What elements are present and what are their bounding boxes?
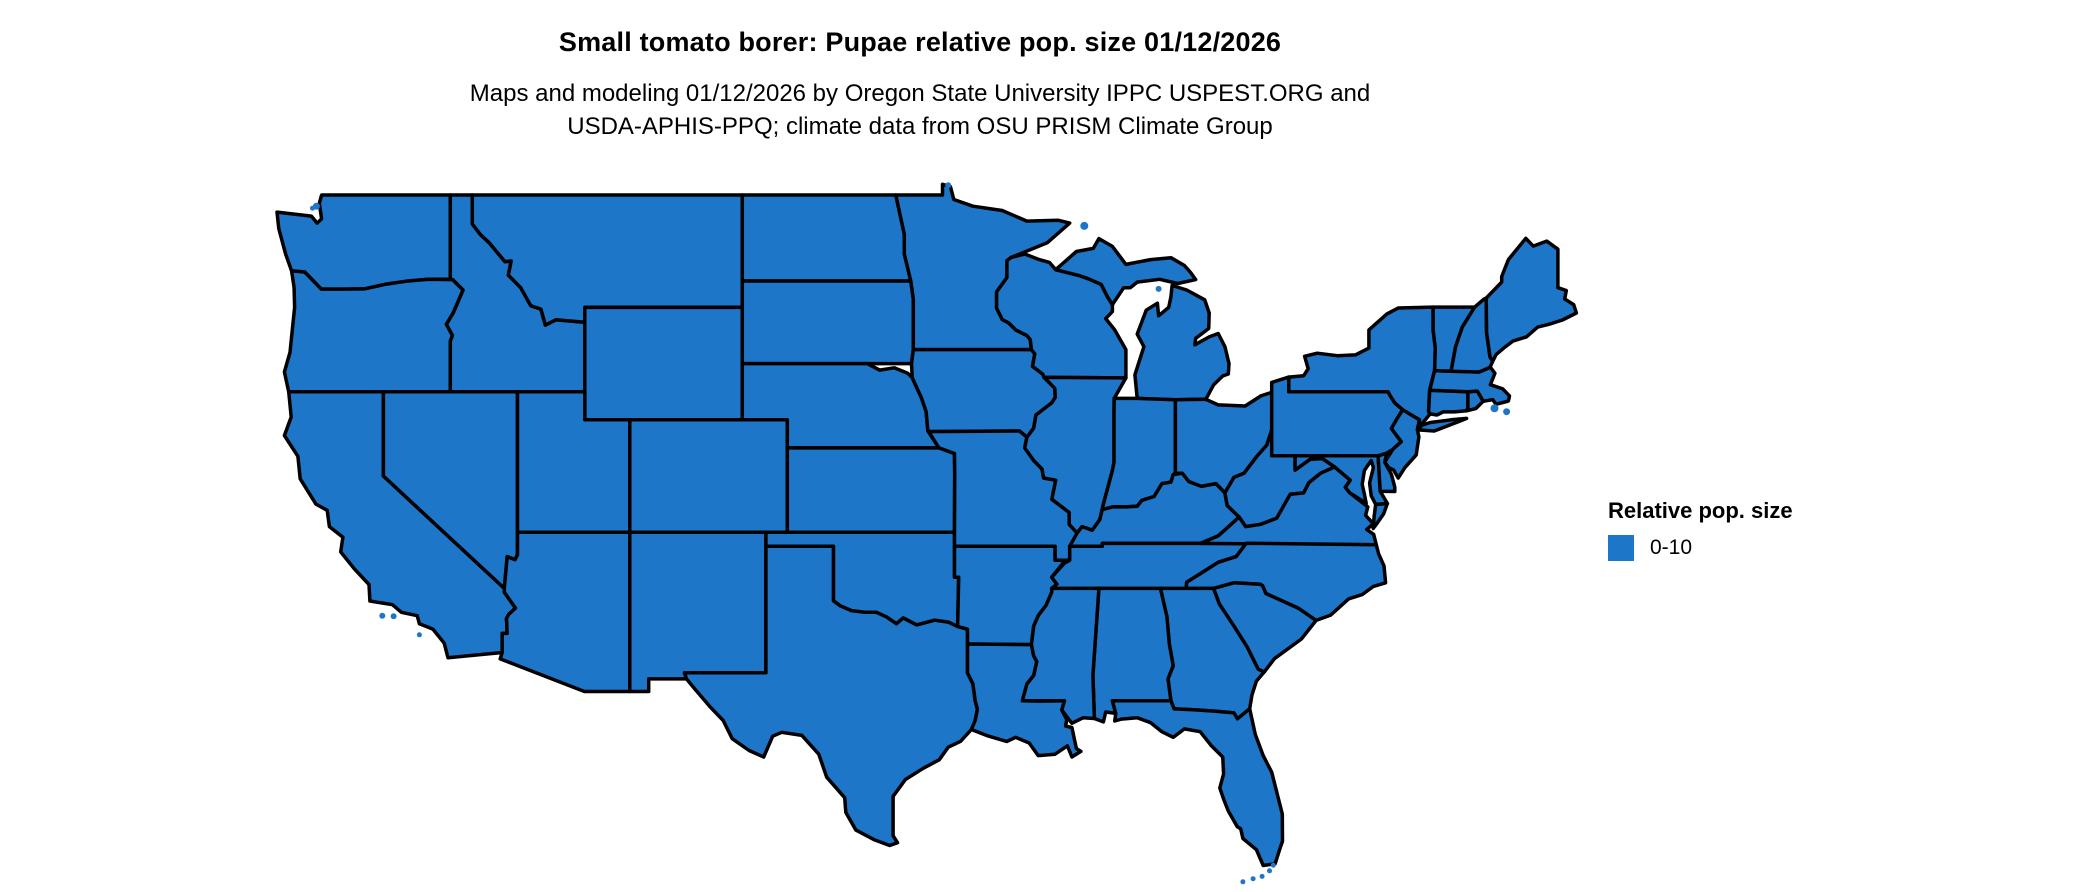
- island-dot: [1259, 873, 1265, 879]
- us-map-states: [275, 182, 1579, 868]
- island-dot: [1240, 879, 1246, 885]
- island-dot: [1270, 862, 1276, 868]
- figure-subtitle: Maps and modeling 01/12/2026 by Oregon S…: [469, 80, 1371, 140]
- state-nj: [1382, 407, 1422, 480]
- state-md: [1293, 454, 1390, 507]
- island-dot: [1080, 221, 1089, 230]
- state-ct: [1426, 388, 1470, 417]
- island-dot: [379, 612, 386, 619]
- state-va2: [1371, 501, 1390, 531]
- legend-title: Relative pop. size: [1608, 498, 1793, 523]
- island-dot: [1155, 285, 1162, 292]
- state-va: [1198, 465, 1379, 547]
- state-nd: [740, 193, 913, 283]
- island-dot: [1490, 404, 1499, 413]
- island-dot: [1250, 876, 1256, 882]
- state-tx: [682, 544, 980, 848]
- state-co: [628, 418, 790, 534]
- legend-item: 0-10: [1608, 535, 1793, 561]
- legend: Relative pop. size 0-10: [1608, 498, 1793, 561]
- legend-item-label: 0-10: [1650, 536, 1693, 559]
- state-nm: [628, 530, 768, 694]
- state-mi: [1133, 283, 1231, 402]
- state-ks: [785, 446, 957, 534]
- state-fl: [1110, 699, 1285, 868]
- state-ny2: [1416, 416, 1469, 433]
- legend-items: 0-10: [1608, 535, 1793, 561]
- island-dot: [310, 205, 315, 211]
- island-dot: [1503, 408, 1511, 416]
- state-az: [498, 530, 632, 694]
- island-dot: [416, 632, 422, 638]
- legend-swatch: [1608, 535, 1634, 561]
- island-dot: [945, 182, 952, 189]
- island-dot: [1267, 868, 1272, 874]
- state-mi2: [1053, 236, 1198, 307]
- state-wy: [583, 305, 745, 422]
- figure-title: Small tomato borer: Pupae relative pop. …: [558, 27, 1282, 57]
- state-or: [282, 269, 465, 394]
- state-ms: [1020, 586, 1101, 726]
- state-sd: [740, 279, 916, 366]
- island-dot: [390, 613, 397, 620]
- state-me: [1484, 236, 1579, 364]
- island-dots: [310, 182, 1511, 885]
- figure-header: Small tomato borer: Pupae relative pop. …: [0, 0, 1840, 143]
